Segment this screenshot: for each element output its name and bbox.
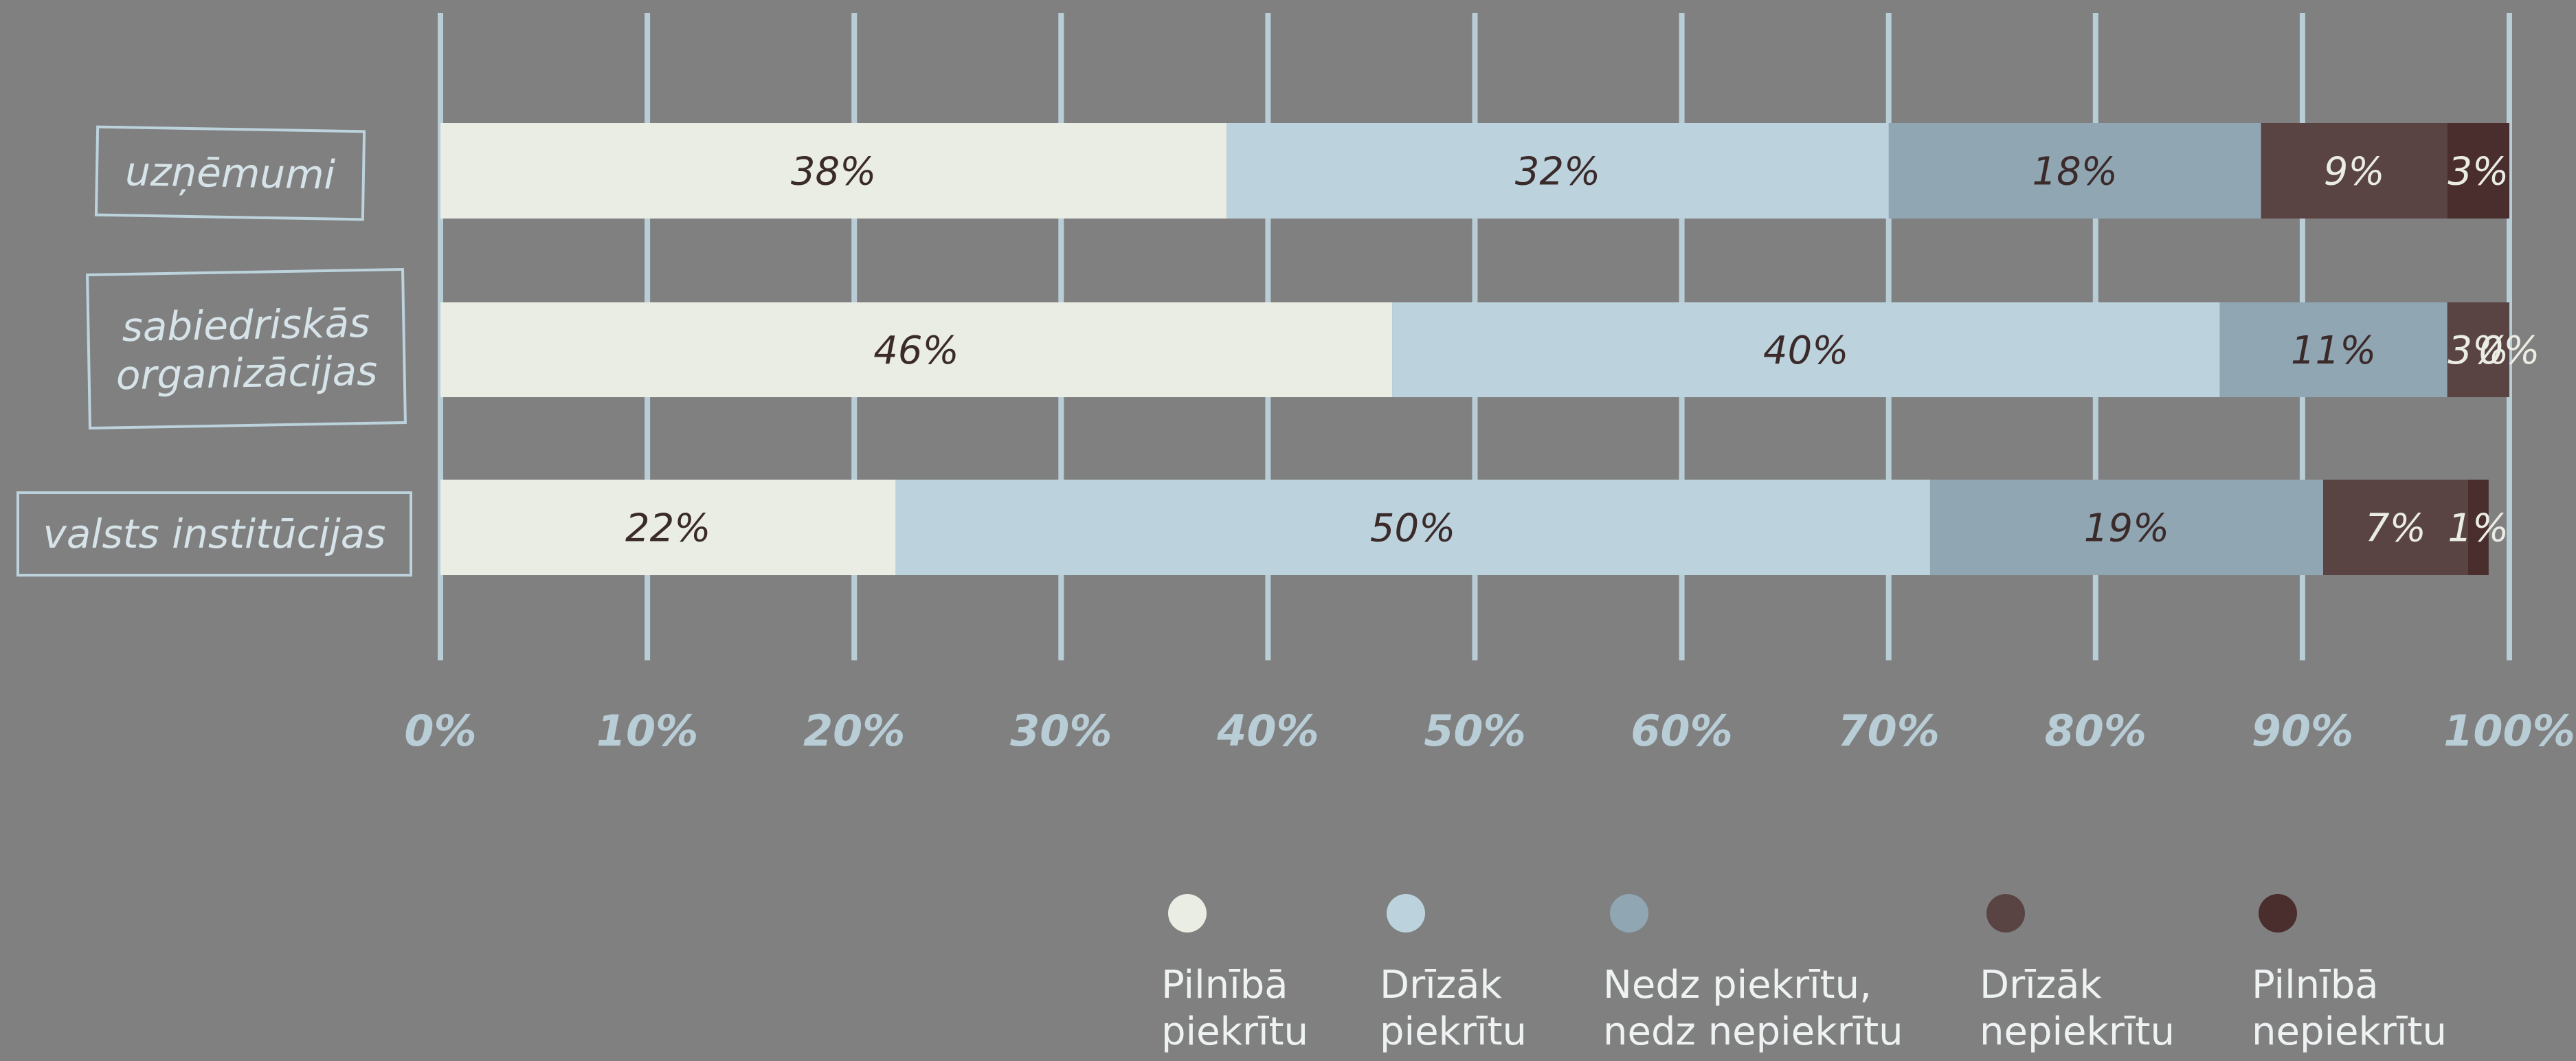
value-label: 22% — [625, 506, 710, 551]
value-label: 38% — [791, 150, 876, 194]
x-tick-label: 20% — [803, 706, 905, 756]
x-tick-label: 90% — [2252, 706, 2353, 756]
legend-label: Pilnībā piekrītu — [1161, 963, 1309, 1054]
category-label: uzņēmumi — [94, 125, 366, 221]
bar-segment — [1392, 302, 2220, 397]
legend-marker — [1610, 894, 1648, 932]
legend-marker — [1168, 894, 1207, 932]
bar-segment — [2261, 123, 2448, 219]
value-label: 50% — [1370, 506, 1455, 551]
bar-segment — [2467, 480, 2489, 575]
legend-marker — [1387, 894, 1425, 932]
legend-label: Pilnībā nepiekrītu — [2252, 963, 2447, 1054]
bar-segment — [1227, 123, 1889, 219]
x-tick-label: 40% — [1216, 706, 1319, 756]
value-label: 0% — [2479, 328, 2540, 373]
x-tick-label: 80% — [2045, 706, 2147, 756]
bar-segment — [895, 480, 1930, 575]
category-label: sabiedriskās organizācijas — [86, 267, 407, 430]
bar-segment — [2447, 302, 2509, 397]
legend-label: Drīzāk nepiekrītu — [1980, 963, 2175, 1054]
bar-segment — [1888, 123, 2261, 219]
value-label: 19% — [2084, 506, 2169, 551]
bar-segment — [440, 302, 1393, 397]
bar-segment — [2323, 480, 2468, 575]
bar-segment — [440, 480, 896, 575]
value-label: 46% — [873, 328, 959, 373]
value-label: 1% — [2448, 506, 2509, 551]
value-label: 11% — [2291, 328, 2376, 373]
x-tick-label: 30% — [1010, 706, 1112, 756]
legend-label: Drīzāk piekrītu — [1380, 963, 1527, 1054]
value-label: 18% — [2032, 150, 2117, 194]
x-tick-label: 10% — [596, 706, 698, 756]
bar-segment — [1929, 480, 2324, 575]
value-label: 9% — [2324, 150, 2385, 194]
legend-label: Nedz piekrītu, nedz nepiekrītu — [1603, 963, 1903, 1054]
legend-marker — [1986, 894, 2025, 932]
bar-segment — [2447, 123, 2509, 219]
bar-segment — [2219, 302, 2448, 397]
category-label: valsts institūcijas — [16, 491, 412, 577]
value-label: 3% — [2448, 150, 2509, 194]
value-label: 32% — [1515, 150, 1600, 194]
x-tick-label: 0% — [404, 706, 476, 756]
bar-segment — [440, 123, 1227, 219]
x-tick-label: 50% — [1424, 706, 1525, 756]
value-label: 40% — [1763, 328, 1848, 373]
legend-marker — [2259, 894, 2297, 932]
x-tick-label: 100% — [2443, 706, 2575, 756]
x-tick-label: 60% — [1631, 706, 1732, 756]
x-tick-label: 70% — [1837, 706, 1939, 756]
value-label: 7% — [2365, 506, 2426, 551]
value-label: 3% — [2448, 328, 2509, 373]
